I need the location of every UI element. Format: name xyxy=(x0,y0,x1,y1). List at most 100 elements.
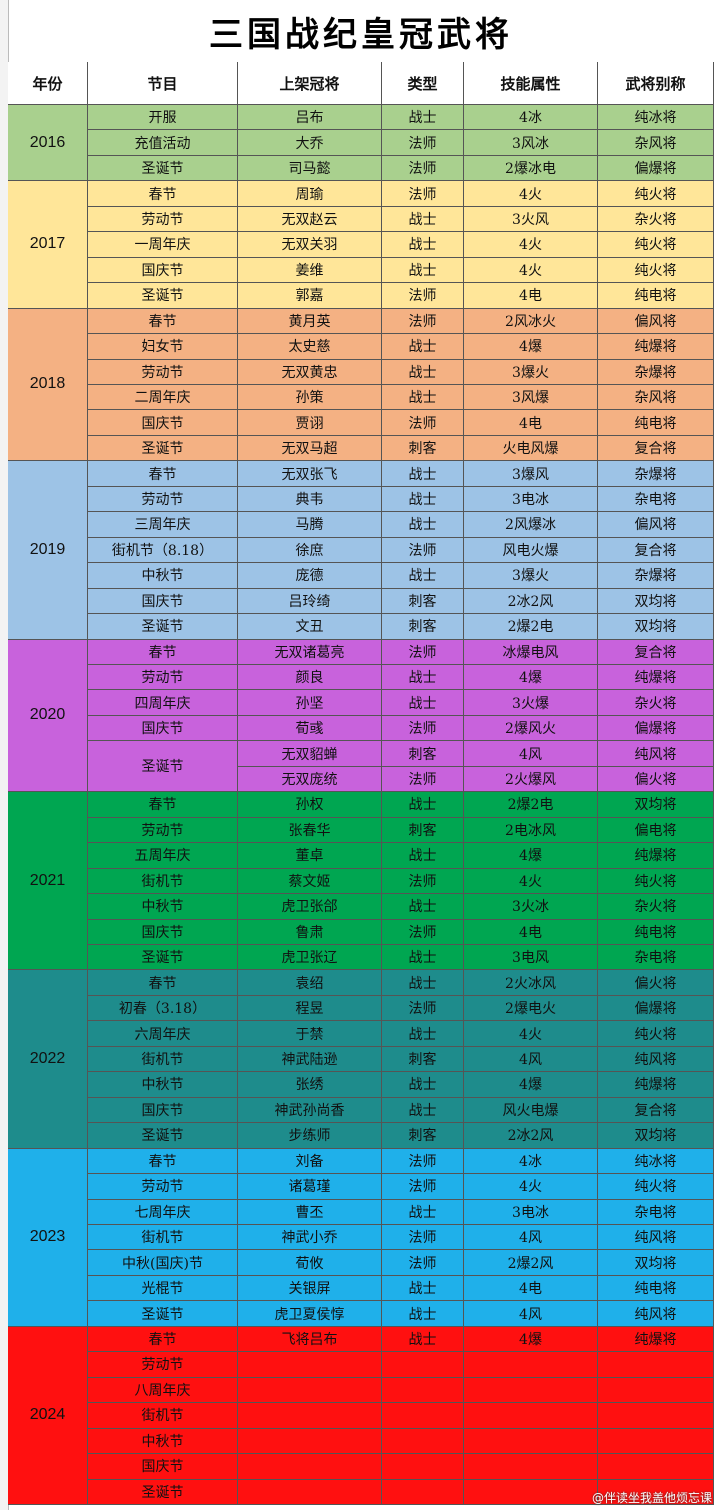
table-cell: 纯爆将 xyxy=(598,1072,714,1098)
table-cell xyxy=(382,1428,464,1455)
table-cell xyxy=(382,1454,464,1480)
table-cell: 战士 xyxy=(382,486,464,513)
table-cell: 3火冰 xyxy=(464,894,598,920)
festival-cell: 劳动节 xyxy=(88,359,238,385)
year-cell: 2018 xyxy=(8,308,88,462)
table-cell: 孙权 xyxy=(238,792,382,818)
table-cell: 典韦 xyxy=(238,486,382,513)
table-cell: 偏火将 xyxy=(598,766,714,793)
table-cell: 纯风将 xyxy=(598,741,714,767)
festival-cell: 街机节 xyxy=(88,1403,238,1429)
table-cell: 刺客 xyxy=(382,435,464,462)
table-cell: 颜良 xyxy=(238,665,382,691)
festival-cell: 充值活动 xyxy=(88,130,238,156)
table-cell: 杂爆将 xyxy=(598,359,714,385)
table-cell: 神武陆逊 xyxy=(238,1046,382,1073)
table-cell: 4火 xyxy=(464,1174,598,1200)
table-cell: 无双马超 xyxy=(238,435,382,462)
table-cell: 姜维 xyxy=(238,257,382,284)
year-cell: 2016 xyxy=(8,105,88,182)
table-cell: 战士 xyxy=(382,232,464,258)
table-cell: 4爆 xyxy=(464,334,598,360)
festival-cell: 光棍节 xyxy=(88,1275,238,1302)
table-cell: 董卓 xyxy=(238,843,382,869)
table-cell xyxy=(238,1479,382,1505)
table-cell: 法师 xyxy=(382,868,464,895)
table-cell: 战士 xyxy=(382,105,464,131)
table-cell: 复合将 xyxy=(598,639,714,665)
festival-cell: 开服 xyxy=(88,105,238,131)
table-cell: 战士 xyxy=(382,461,464,487)
table-cell: 法师 xyxy=(382,995,464,1022)
festival-cell: 劳动节 xyxy=(88,1174,238,1200)
table-cell: 战士 xyxy=(382,206,464,233)
festival-cell: 中秋节 xyxy=(88,1072,238,1098)
watermark: @伴读坐我盖他烦忘课 xyxy=(591,1491,712,1505)
table-cell: 纯火将 xyxy=(598,1174,714,1200)
table-cell: 2风爆冰 xyxy=(464,512,598,538)
year-cell: 2021 xyxy=(8,792,88,971)
table-cell: 战士 xyxy=(382,1326,464,1353)
table-cell: 复合将 xyxy=(598,435,714,462)
table-cell: 纯电将 xyxy=(598,919,714,945)
festival-cell: 街机节 xyxy=(88,1046,238,1073)
table-cell: 纯爆将 xyxy=(598,843,714,869)
table-cell: 法师 xyxy=(382,639,464,665)
table-cell: 战士 xyxy=(382,359,464,385)
table-cell: 纯火将 xyxy=(598,1021,714,1047)
table-cell: 3爆火 xyxy=(464,563,598,589)
table-cell: 2爆电火 xyxy=(464,995,598,1022)
table-cell: 刺客 xyxy=(382,817,464,844)
table-cell: 无双貂蝉 xyxy=(238,741,382,767)
table-cell: 司马懿 xyxy=(238,155,382,182)
table-cell: 刺客 xyxy=(382,741,464,767)
table-cell: 战士 xyxy=(382,894,464,920)
table-cell xyxy=(382,1352,464,1378)
table-cell: 虎卫夏侯惇 xyxy=(238,1301,382,1327)
table-cell: 3风爆 xyxy=(464,385,598,411)
table-cell: 徐庶 xyxy=(238,537,382,564)
table-cell: 虎卫张辽 xyxy=(238,945,382,971)
table-cell xyxy=(464,1428,598,1455)
festival-cell: 春节 xyxy=(88,1326,238,1353)
table-cell: 偏爆将 xyxy=(598,155,714,182)
festival-cell: 七周年庆 xyxy=(88,1199,238,1225)
table-cell: 战士 xyxy=(382,563,464,589)
table-cell: 偏火将 xyxy=(598,970,714,996)
table-cell: 2爆2电 xyxy=(464,614,598,640)
table-cell: 无双赵云 xyxy=(238,206,382,233)
table-cell: 法师 xyxy=(382,1148,464,1175)
header-cell: 技能属性 xyxy=(464,62,598,105)
table-cell: 神武小乔 xyxy=(238,1225,382,1251)
table-cell: 飞将吕布 xyxy=(238,1326,382,1353)
table-cell: 杂爆将 xyxy=(598,461,714,487)
table-cell: 黄月英 xyxy=(238,308,382,335)
table-cell xyxy=(238,1454,382,1480)
table-cell: 2火冰风 xyxy=(464,970,598,996)
table-cell: 3电冰 xyxy=(464,1199,598,1225)
table-cell: 战士 xyxy=(382,385,464,411)
table-cell: 4爆 xyxy=(464,843,598,869)
table-cell xyxy=(598,1403,714,1429)
table-cell: 袁绍 xyxy=(238,970,382,996)
table-cell: 战士 xyxy=(382,1097,464,1124)
title: 三国战纪皇冠武将 xyxy=(8,0,714,63)
festival-cell: 六周年庆 xyxy=(88,1021,238,1047)
table-cell: 无双黄忠 xyxy=(238,359,382,385)
festival-cell: 圣诞节 xyxy=(88,741,238,793)
table-cell: 4冰 xyxy=(464,1148,598,1175)
header-cell: 类型 xyxy=(382,62,464,105)
header-cell: 上架冠将 xyxy=(238,62,382,105)
table-cell: 2冰2风 xyxy=(464,1123,598,1149)
festival-cell: 国庆节 xyxy=(88,1097,238,1124)
table-cell: 刘备 xyxy=(238,1148,382,1175)
table-cell: 4风 xyxy=(464,1225,598,1251)
festival-cell: 劳动节 xyxy=(88,817,238,844)
table-cell: 战士 xyxy=(382,1021,464,1047)
table-cell: 杂风将 xyxy=(598,385,714,411)
table-cell: 虎卫张郃 xyxy=(238,894,382,920)
year-cell: 2023 xyxy=(8,1148,88,1327)
table-cell: 步练师 xyxy=(238,1123,382,1149)
table-cell: 4电 xyxy=(464,919,598,945)
year-cell: 2022 xyxy=(8,970,88,1149)
